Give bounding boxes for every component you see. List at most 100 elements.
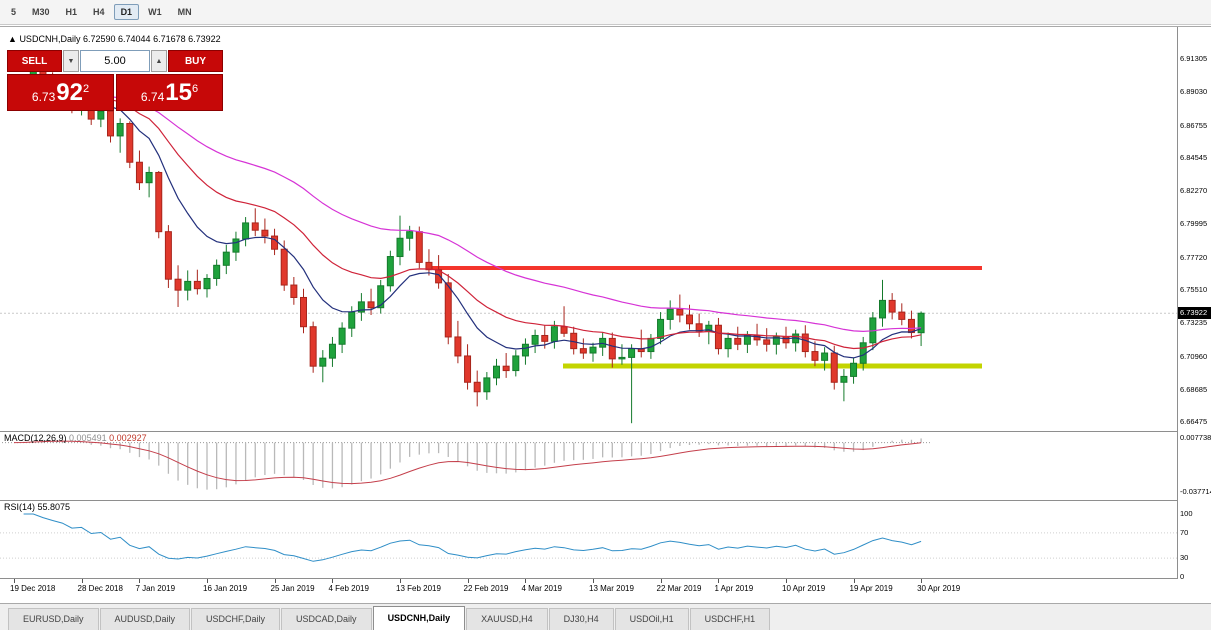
candle xyxy=(232,231,240,261)
candle xyxy=(811,341,819,367)
time-axis-tick-mark xyxy=(786,579,787,583)
time-axis-tick: 13 Mar 2019 xyxy=(589,584,634,593)
chart-tab-usdchf-daily[interactable]: USDCHF,Daily xyxy=(191,608,281,630)
candle xyxy=(145,166,153,198)
chart-tab-usdoil-h1[interactable]: USDOil,H1 xyxy=(614,608,689,630)
price-axis-tick: 6.68685 xyxy=(1180,384,1208,394)
candle xyxy=(338,322,346,354)
rsi-line xyxy=(23,513,922,562)
candle xyxy=(164,225,172,288)
candle xyxy=(473,370,481,407)
candle xyxy=(714,317,722,355)
time-axis-tick: 13 Feb 2019 xyxy=(396,584,441,593)
sell-price-box[interactable]: 6.73 92 2 xyxy=(7,74,114,111)
pane-separator[interactable] xyxy=(0,500,1211,501)
chart-tab-xauusd-h4[interactable]: XAUUSD,H4 xyxy=(466,608,548,630)
candle xyxy=(415,226,423,269)
timeframe-button-h1[interactable]: H1 xyxy=(65,7,78,17)
timeframe-button-d1[interactable]: D1 xyxy=(113,4,140,20)
time-axis-tick-mark xyxy=(853,579,855,583)
chart-title: ▲ USDCNH,Daily 6.72590 6.74044 6.71678 6… xyxy=(8,34,221,44)
chart-tab-usdcnh-daily[interactable]: USDCNH,Daily xyxy=(372,606,466,630)
candle xyxy=(888,293,896,320)
candle xyxy=(213,259,221,286)
rsi-value: 55.8075 xyxy=(37,502,71,512)
candle xyxy=(763,328,771,352)
time-axis-tick: 22 Mar 2019 xyxy=(656,584,702,593)
candle xyxy=(879,279,886,327)
timeframe-button-m30[interactable]: M30 xyxy=(32,7,50,17)
chart-tab-dj30-h4[interactable]: DJ30,H4 xyxy=(548,608,614,630)
ma-slow-line xyxy=(13,91,922,333)
rsi-axis-tick: 70 xyxy=(1180,527,1189,537)
buy-button[interactable]: BUY xyxy=(168,50,223,72)
chart-tab-usdchf-h1[interactable]: USDCHF,H1 xyxy=(689,608,771,630)
rsi-indicator-pane xyxy=(0,501,1177,578)
time-axis-tick-mark xyxy=(525,579,527,583)
time-axis-tick-mark xyxy=(81,579,83,583)
rsi-axis-tick: 0 xyxy=(1180,572,1185,581)
candle xyxy=(300,288,307,334)
time-axis-tick-mark xyxy=(467,579,469,583)
timeframe-button-mn[interactable]: MN xyxy=(177,7,192,17)
candle xyxy=(242,217,250,247)
candle xyxy=(840,369,848,402)
pane-separator[interactable] xyxy=(0,431,1211,432)
candle xyxy=(116,118,124,153)
volume-input[interactable]: 5.00 xyxy=(80,50,150,72)
time-axis-tick-mark xyxy=(139,579,141,583)
time-axis-tick-mark xyxy=(274,579,276,583)
timeframe-button-w1[interactable]: W1 xyxy=(148,7,162,17)
price-axis-tick: 6.82270 xyxy=(1180,186,1208,196)
candle xyxy=(521,338,529,365)
candle xyxy=(907,310,915,339)
price-axis-tick: 6.70960 xyxy=(1180,351,1208,361)
timeframe-button-h4[interactable]: H4 xyxy=(93,7,105,17)
candle xyxy=(319,350,327,383)
candle xyxy=(155,171,163,239)
volume-increase-button[interactable]: ▲ xyxy=(151,50,167,72)
time-axis-tick: 25 Jan 2019 xyxy=(270,584,315,593)
buy-price-pips: 15 xyxy=(165,78,192,106)
timeframe-button-5[interactable]: 5 xyxy=(11,7,17,17)
volume-decrease-button[interactable]: ▼ xyxy=(63,50,79,72)
candle xyxy=(193,269,201,295)
chart-symbol-period: USDCNH,Daily xyxy=(19,34,81,44)
time-axis[interactable]: 19 Dec 2018 28 Dec 2018 7 Jan 2019 16 Jan 2… xyxy=(0,579,1177,604)
panel-collapse-icon[interactable]: ▲ xyxy=(8,34,17,44)
candle xyxy=(444,274,452,345)
price-axis-tick: 6.66475 xyxy=(1180,417,1208,427)
price-axis-tick: 6.73235 xyxy=(1180,318,1208,328)
candle xyxy=(570,326,578,355)
candle xyxy=(261,218,269,244)
candle xyxy=(126,121,134,169)
rsi-label: RSI(14) 55.8075 xyxy=(4,502,71,512)
price-axis-tick: 6.86755 xyxy=(1180,120,1208,130)
sell-button[interactable]: SELL xyxy=(7,50,62,72)
time-axis-tick: 22 Feb 2019 xyxy=(463,584,509,593)
chart-tab-eurusd-daily[interactable]: EURUSD,Daily xyxy=(8,608,99,630)
buy-price-box[interactable]: 6.74 15 6 xyxy=(116,74,223,111)
candle xyxy=(483,372,491,400)
time-axis-tick-mark xyxy=(332,579,334,583)
candle xyxy=(174,265,182,307)
candle xyxy=(203,274,211,298)
rsi-plot xyxy=(0,513,1177,562)
time-axis-tick-mark xyxy=(400,579,401,583)
ma-medium-line xyxy=(13,89,922,350)
chart-tab-usdcad-daily[interactable]: USDCAD,Daily xyxy=(281,608,372,630)
candle xyxy=(850,357,858,384)
time-axis-tick: 30 Apr 2019 xyxy=(917,584,961,593)
candle xyxy=(367,288,375,316)
price-axis-tick: 6.75510 xyxy=(1180,285,1208,294)
macd-signal-line xyxy=(13,440,922,485)
time-axis-tick: 16 Jan 2019 xyxy=(203,584,248,593)
candle xyxy=(695,313,703,337)
candle xyxy=(222,244,230,275)
chart-window: ▲ USDCNH,Daily 6.72590 6.74044 6.71678 6… xyxy=(0,26,1211,604)
price-axis[interactable]: 6.91305 6.89030 6.86755 6.84545 6.82270 6.799… xyxy=(1178,27,1211,604)
ohlc-low: 6.71678 xyxy=(153,34,186,44)
candle xyxy=(724,332,732,358)
chart-tab-audusd-daily[interactable]: AUDUSD,Daily xyxy=(99,608,191,630)
